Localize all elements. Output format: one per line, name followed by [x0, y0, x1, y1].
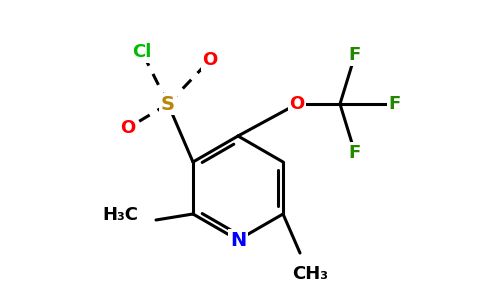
Text: S: S — [161, 94, 175, 113]
Text: N: N — [230, 230, 246, 250]
Text: Cl: Cl — [132, 43, 151, 61]
Text: O: O — [121, 119, 136, 137]
Text: F: F — [349, 144, 361, 162]
Text: F: F — [349, 46, 361, 64]
Text: O: O — [289, 95, 304, 113]
Text: H₃C: H₃C — [102, 206, 138, 224]
Text: F: F — [389, 95, 401, 113]
Text: CH₃: CH₃ — [292, 265, 328, 283]
Text: O: O — [202, 51, 218, 69]
